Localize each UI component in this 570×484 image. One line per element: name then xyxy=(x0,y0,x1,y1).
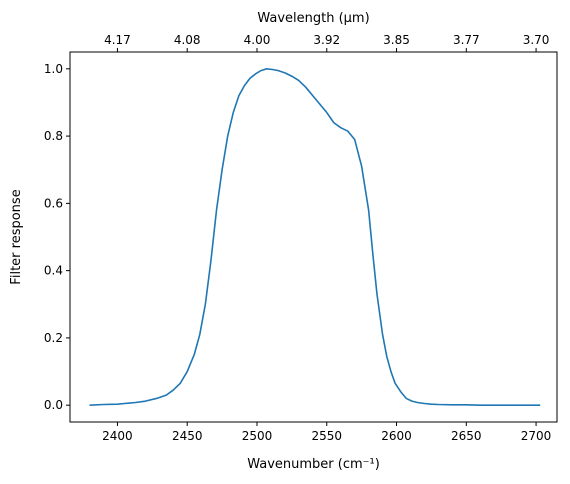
marks-layer xyxy=(89,68,541,406)
top-axis-label: Wavelength (μm) xyxy=(257,11,369,26)
top-tick-label: 3.85 xyxy=(383,33,410,47)
ticks-layer: 2400 2450 2500 2550 2600 2650 2700 0.0 0.2 0.4 0.6… xyxy=(44,33,551,443)
x-tick-label: 2700 xyxy=(521,429,552,443)
x-axis-label: Wavenumber (cm⁻¹) xyxy=(247,457,380,472)
top-tick-label: 4.00 xyxy=(244,33,271,47)
y-tick-label: 0.6 xyxy=(44,196,63,210)
top-tick-label: 3.92 xyxy=(313,33,340,47)
y-tick-label: 1.0 xyxy=(44,62,63,76)
top-tick-label: 3.77 xyxy=(453,33,480,47)
plot-frame xyxy=(69,51,558,423)
filter-response-line xyxy=(89,68,541,406)
top-tick-label: 4.08 xyxy=(174,33,201,47)
x-tick-label: 2500 xyxy=(242,429,273,443)
y-tick-label: 0.4 xyxy=(44,264,63,278)
top-tick-label: 3.70 xyxy=(523,33,550,47)
x-tick-label: 2450 xyxy=(172,429,203,443)
y-tick-label: 0.8 xyxy=(44,129,63,143)
x-tick-label: 2550 xyxy=(311,429,342,443)
x-tick-label: 2600 xyxy=(381,429,412,443)
y-axis-label: Filter response xyxy=(9,189,24,284)
x-tick-label: 2650 xyxy=(451,429,482,443)
y-tick-label: 0.0 xyxy=(44,398,63,412)
top-tick-label: 4.17 xyxy=(104,33,131,47)
y-tick-label: 0.2 xyxy=(44,331,63,345)
x-tick-label: 2400 xyxy=(102,429,133,443)
